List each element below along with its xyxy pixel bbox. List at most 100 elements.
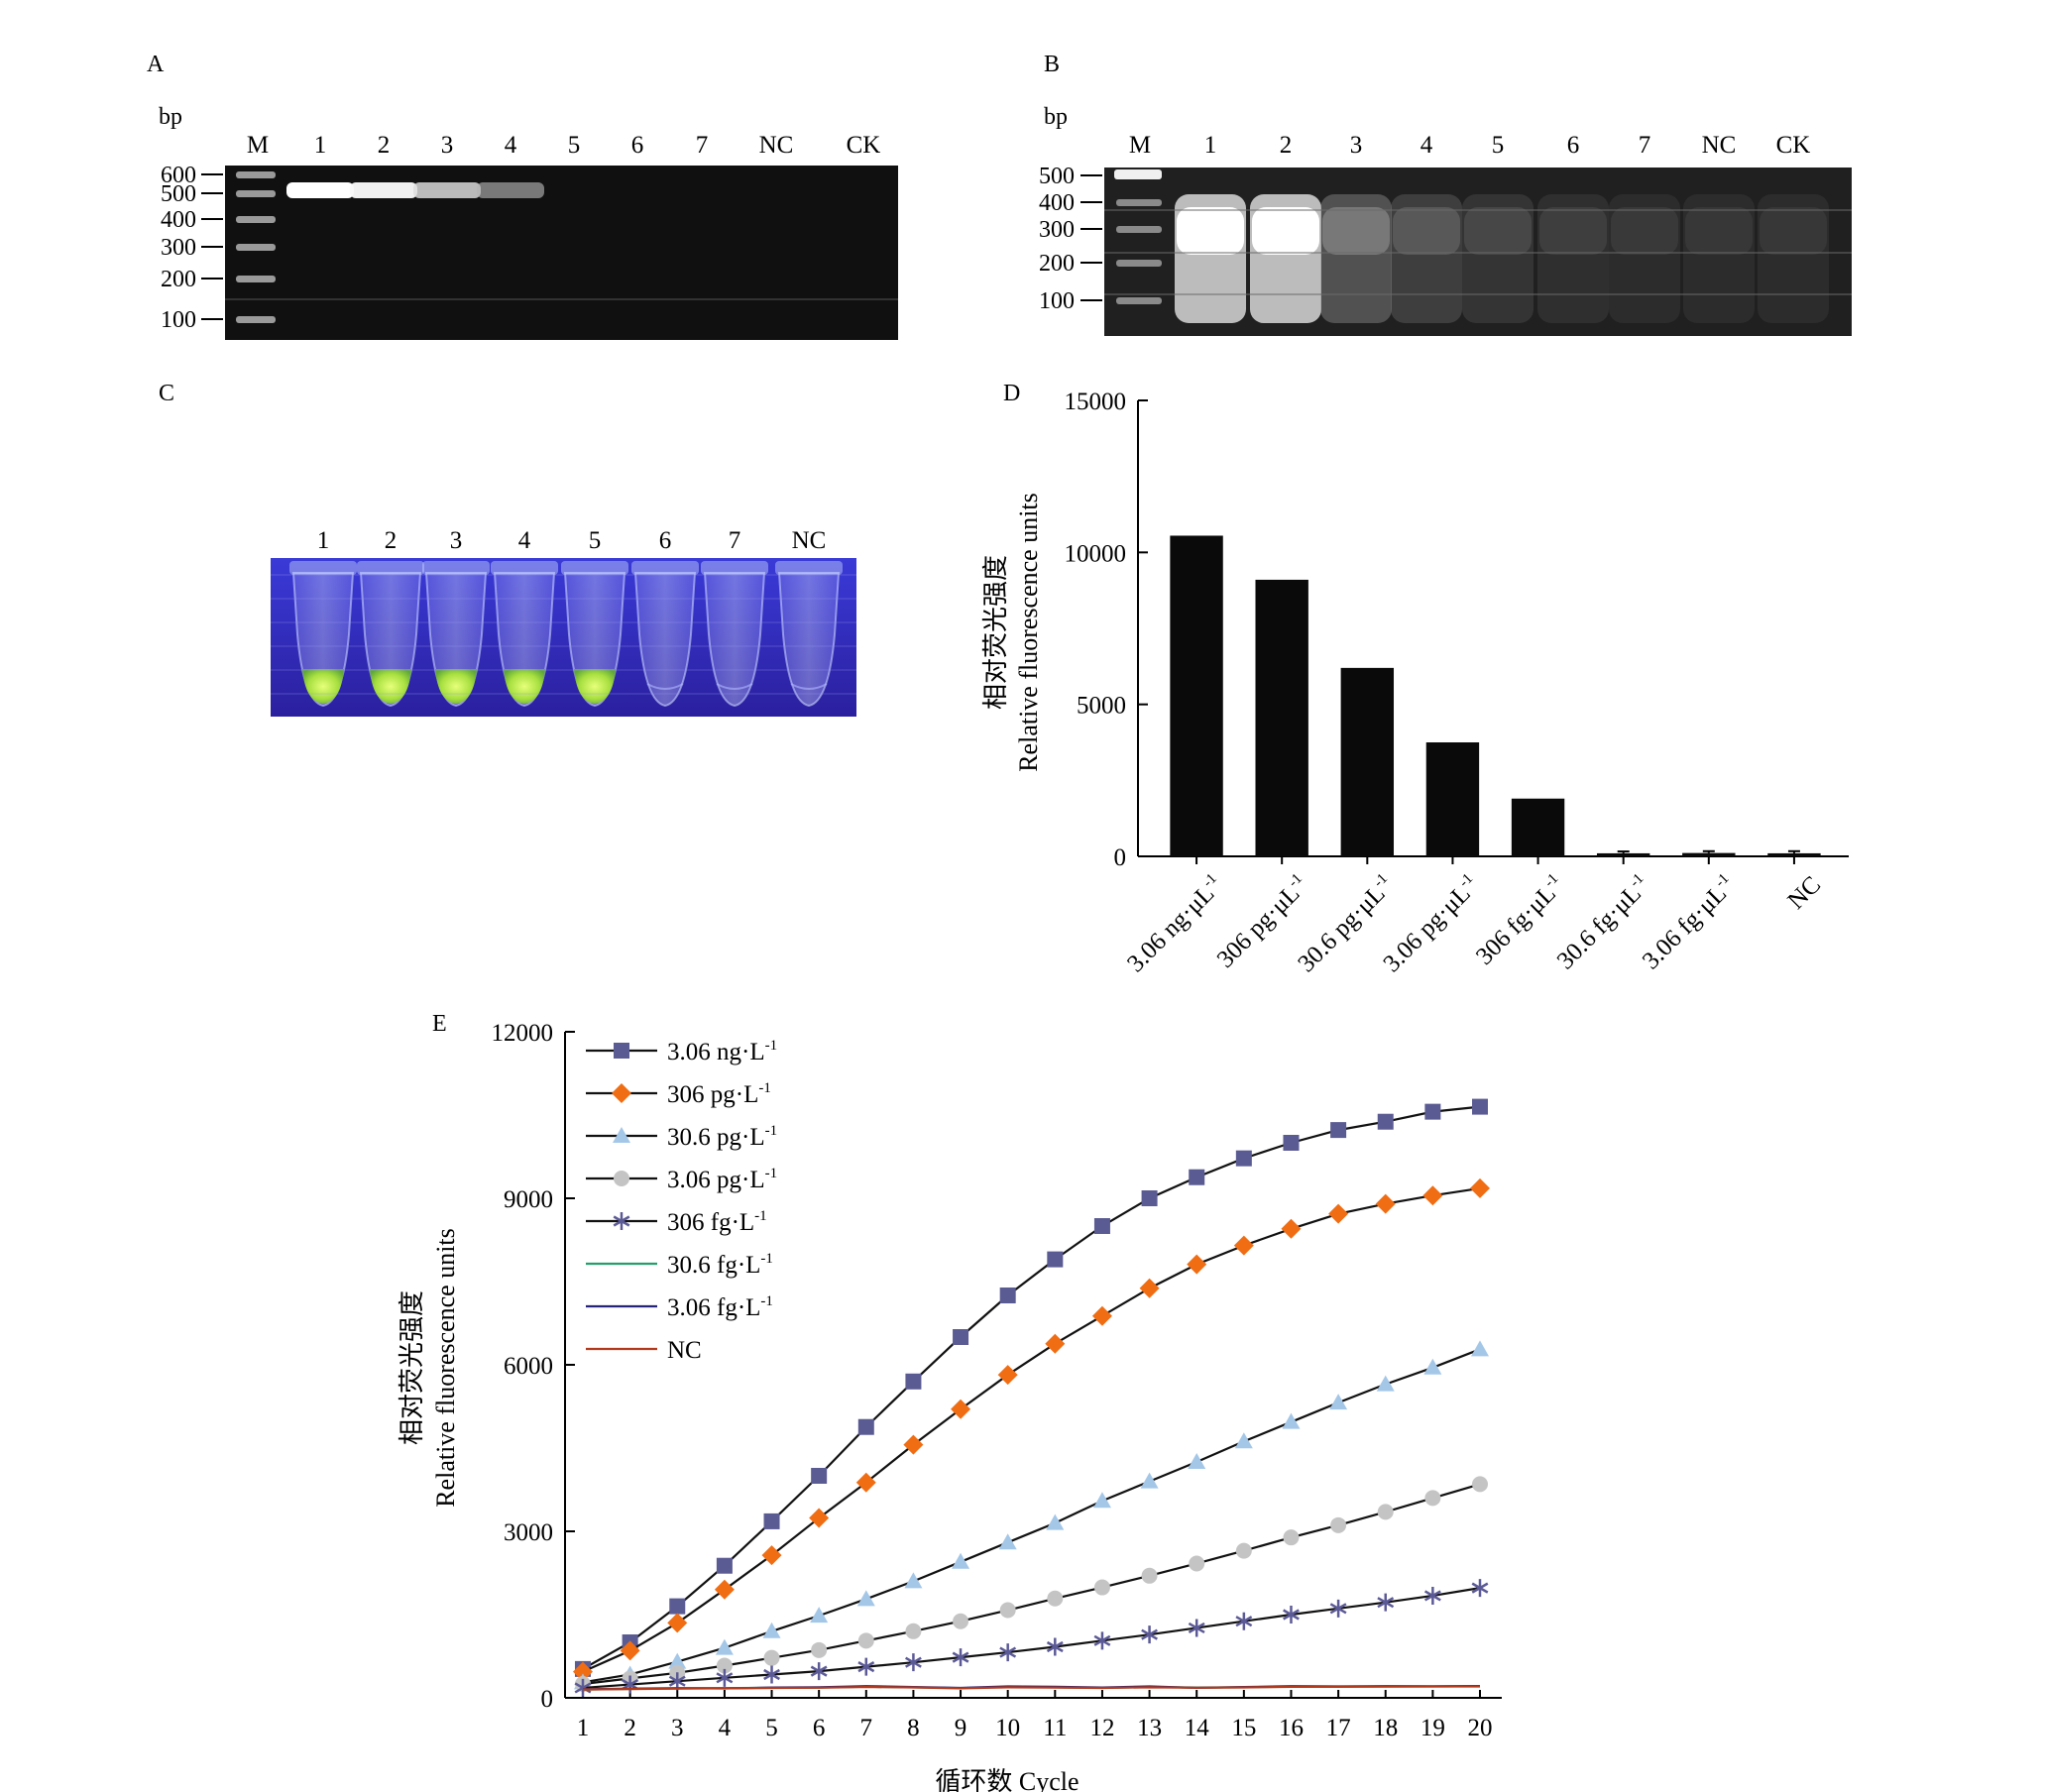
panel-e-data-point [952, 1552, 970, 1569]
panel-e-data-point [809, 1508, 830, 1528]
panel-a-lane-label: NC [759, 132, 794, 159]
panel-e-data-point [1328, 1203, 1349, 1224]
panel-e-data-point [716, 1557, 733, 1574]
panel-e-data-point [763, 1665, 780, 1684]
panel-c-fluorescent-liquid [574, 669, 616, 704]
panel-e-data-point [998, 1533, 1017, 1550]
panel-c-tube-cap [561, 561, 628, 575]
panel-e-data-point [620, 1640, 640, 1661]
panel-e-data-point [1424, 1103, 1441, 1120]
panel-e-data-point [1375, 1193, 1396, 1214]
panel-e-series-line [582, 1587, 1481, 1690]
panel-c-tube-label: 6 [659, 527, 672, 554]
panel-e-data-point [1329, 1599, 1347, 1618]
panel-d-x-tick-label: NC [1783, 871, 1827, 915]
panel-c-clear-liquid [716, 683, 753, 690]
panel-e-data-point [1472, 1098, 1488, 1115]
panel-c-fluorescent-liquid [302, 669, 344, 704]
panel-d-bar [1255, 579, 1308, 856]
panel-d-bar [1767, 852, 1821, 856]
panel-d-x-tick-label-base: NC [1783, 871, 1827, 915]
panel-a-letter: A [147, 52, 165, 77]
panel-e-data-point [762, 1622, 781, 1638]
panel-d-y-label-cn: 相对荧光强度 [981, 555, 1010, 710]
panel-b-unit: bp [1044, 104, 1068, 130]
panel-d-x-tick-label-base: 3.06 pg·μL [1379, 880, 1476, 977]
panel-a-marker-label: 100 [161, 307, 196, 333]
panel-b-sample-band [1177, 207, 1244, 255]
panel-b-lane-label: M [1129, 132, 1151, 159]
panel-b-ladder-band [1116, 199, 1162, 206]
panel-a-sample-band [350, 182, 417, 198]
panel-e-letter: E [432, 1011, 447, 1037]
panel-c-tube-label: 7 [729, 527, 741, 554]
panel-e-legend-label-sup: -1 [765, 1038, 778, 1054]
panel-b-ladder-top-band [1114, 169, 1162, 179]
panel-d-y-label-en: Relative fluorescence units [1014, 493, 1043, 772]
panel-b-letter: B [1044, 52, 1060, 77]
panel-e-data-point [1472, 1476, 1488, 1493]
panel-a-sample-band [477, 182, 544, 198]
panel-e-legend-label: 30.6 pg·L-1 [667, 1123, 777, 1151]
panel-e-data-point [574, 1678, 592, 1697]
panel-a-lane-label: M [247, 132, 269, 159]
panel-a-marker-label: 600 [161, 163, 196, 188]
panel-e-data-point [1047, 1251, 1064, 1268]
panel-e-legend-marker [614, 1043, 629, 1059]
panel-e-legend-label: NC [667, 1337, 702, 1364]
panel-c-fluorescent-liquid [370, 669, 411, 704]
panel-e-y-tick-label: 12000 [492, 1020, 554, 1047]
panel-e-legend-label-base: 3.06 fg·L [667, 1294, 760, 1321]
panel-e-data-point [857, 1418, 874, 1435]
panel-e-data-point [668, 1652, 687, 1669]
panel-e-data-point [999, 1602, 1016, 1619]
panel-c-tube-label: NC [792, 527, 827, 554]
panel-e-data-point [1377, 1504, 1394, 1520]
panel-e-data-point [999, 1643, 1017, 1662]
panel-e-data-point [1046, 1513, 1065, 1530]
panel-e-legend-label-sup: -1 [760, 1293, 773, 1309]
panel-e-data-point [1140, 1472, 1159, 1489]
panel-e-data-point [1141, 1190, 1158, 1206]
panel-e-data-point [669, 1598, 686, 1615]
panel-e-data-point [857, 1632, 874, 1649]
panel-e-data-point [622, 1675, 639, 1694]
panel-c-tube-label: 4 [518, 527, 531, 554]
panel-d-x-tick-label: 3.06 pg·μL-1 [1378, 870, 1485, 977]
panel-d-x-tick-label: 3.06 ng·μL-1 [1121, 870, 1228, 977]
panel-b-sample-band [1252, 207, 1319, 255]
panel-c-tube-label: 5 [589, 527, 602, 554]
panel-b-sample-band [1539, 207, 1607, 255]
panel-d-y-tick-label: 10000 [1065, 540, 1127, 567]
panel-a-ladder-band [236, 216, 276, 223]
panel-a-sample-band [413, 182, 481, 198]
panel-e-legend-marker [614, 1171, 629, 1186]
panel-b-ladder-band [1116, 297, 1162, 304]
panel-e-y-tick-label: 3000 [504, 1519, 553, 1546]
panel-e-x-tick-label: 19 [1420, 1715, 1445, 1741]
panel-a-ladder-band [236, 244, 276, 251]
panel-c-tube-cap [701, 561, 768, 575]
panel-a-lane-label: 5 [568, 132, 581, 159]
panel-e-x-tick-label: 7 [860, 1715, 873, 1741]
panel-e-data-point [763, 1649, 780, 1666]
panel-b-sample-band [1611, 207, 1678, 255]
panel-e-legend-label-base: 306 fg·L [667, 1209, 754, 1236]
panel-b-smear [1462, 194, 1534, 323]
panel-e-series-line [582, 1186, 1481, 1673]
panel-e-data-point [716, 1657, 733, 1674]
panel-b-lane-label: 1 [1204, 132, 1217, 159]
panel-a-unit: bp [159, 104, 182, 130]
panel-e-data-point [951, 1399, 971, 1419]
panel-e-data-point [714, 1579, 735, 1600]
panel-e-x-tick-label: 11 [1043, 1715, 1067, 1741]
panel-b-sample-band [1393, 207, 1460, 255]
panel-e-legend-label: 306 fg·L-1 [667, 1208, 767, 1236]
panel-e-data-point [1047, 1590, 1064, 1607]
panel-a-lane-label: 7 [696, 132, 709, 159]
panel-b-marker-label: 500 [1039, 164, 1075, 189]
panel-e-data-point [715, 1638, 734, 1655]
